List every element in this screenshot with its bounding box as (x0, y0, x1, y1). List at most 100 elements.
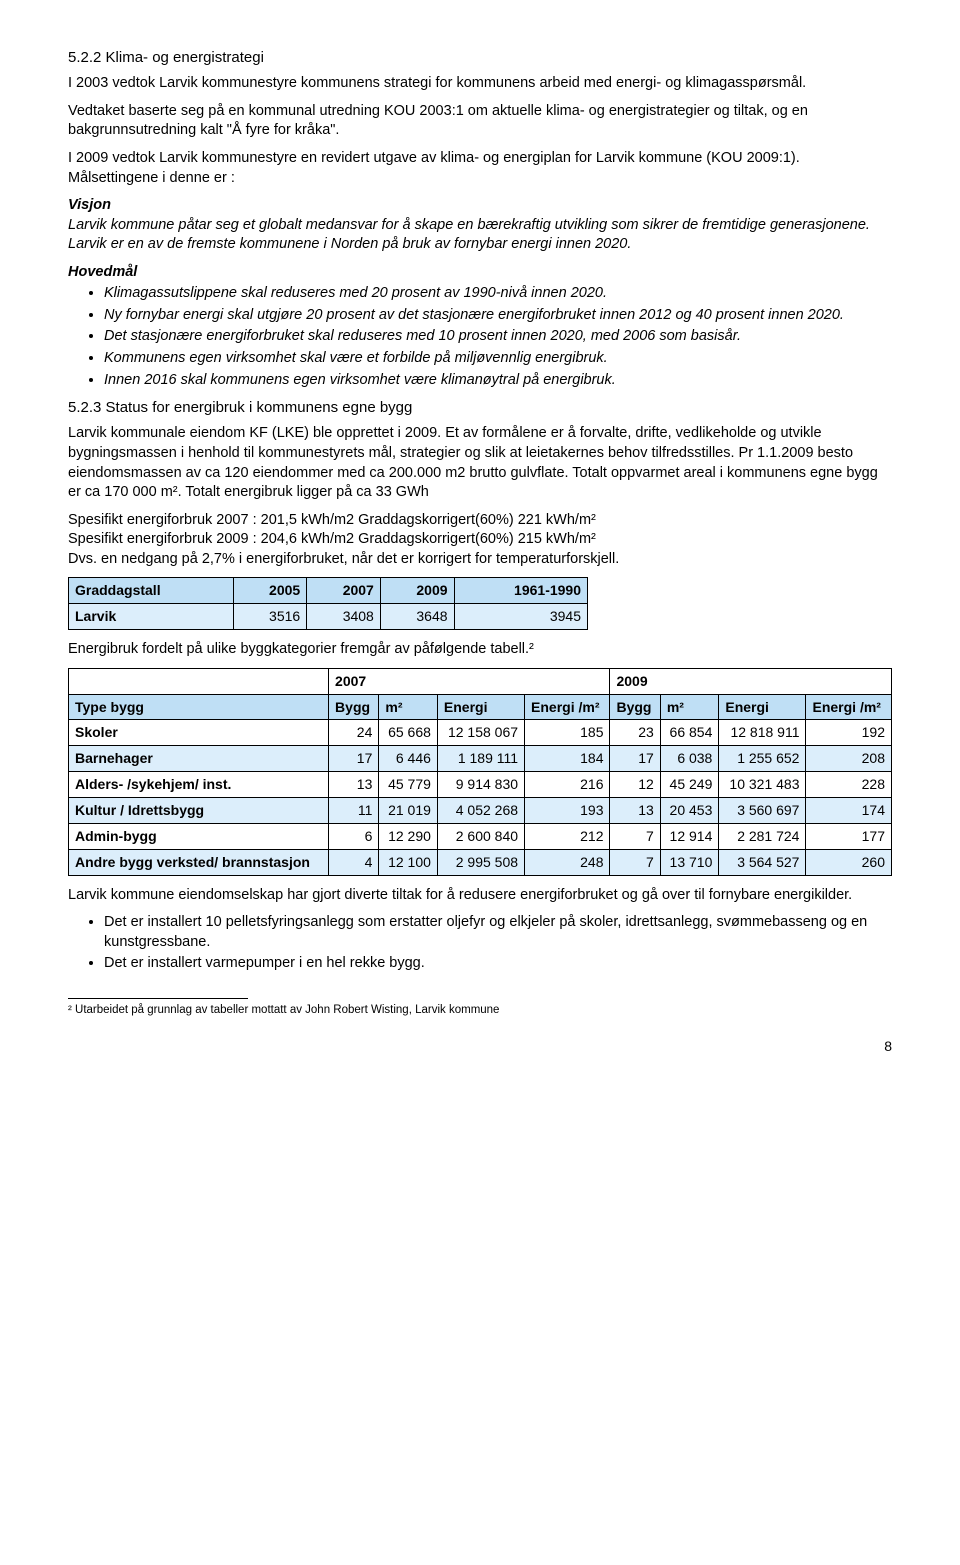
closing-list: Det er installert 10 pelletsfyringsanleg… (68, 913, 892, 974)
table-row: Andre bygg verksted/ brannstasjon412 100… (69, 849, 892, 875)
td: 9 914 830 (437, 772, 524, 798)
th: 2005 (233, 578, 307, 604)
th-year: 2007 (329, 668, 610, 694)
td: 23 (610, 720, 660, 746)
td: 185 (525, 720, 610, 746)
td: 12 (610, 772, 660, 798)
energibruk-table: 2007 2009 Type bygg Bygg m² Energi Energ… (68, 668, 892, 876)
td: 2 281 724 (719, 824, 806, 850)
td-label: Skoler (69, 720, 329, 746)
td-blank (69, 668, 329, 694)
td: 3408 (307, 604, 381, 630)
para: I 2003 vedtok Larvik kommunestyre kommun… (68, 74, 892, 94)
td: 12 914 (660, 824, 719, 850)
td: 6 (329, 824, 379, 850)
td: 6 038 (660, 746, 719, 772)
td: 10 321 483 (719, 772, 806, 798)
td: 13 (610, 798, 660, 824)
para: I 2009 vedtok Larvik kommunestyre en rev… (68, 149, 892, 188)
td: 11 (329, 798, 379, 824)
th: Graddagstall (69, 578, 234, 604)
th: Energi (437, 694, 524, 720)
td: 3648 (380, 604, 454, 630)
th: Energi /m² (525, 694, 610, 720)
spec-2007: Spesifikt energiforbruk 2007 : 201,5 kWh… (68, 511, 892, 531)
td: 66 854 (660, 720, 719, 746)
list-item: Innen 2016 skal kommunens egen virksomhe… (104, 371, 892, 391)
th: Bygg (329, 694, 379, 720)
td: 3516 (233, 604, 307, 630)
heading-5-2-2: 5.2.2 Klima- og energistrategi (68, 48, 892, 68)
th: Type bygg (69, 694, 329, 720)
td-label: Admin-bygg (69, 824, 329, 850)
th: Energi (719, 694, 806, 720)
table-row: Barnehager176 4461 189 111184176 0381 25… (69, 746, 892, 772)
th: Bygg (610, 694, 660, 720)
td: 177 (806, 824, 892, 850)
td-label: Barnehager (69, 746, 329, 772)
td: 45 779 (379, 772, 438, 798)
th-year: 2009 (610, 668, 892, 694)
td: 20 453 (660, 798, 719, 824)
heading-5-2-3: 5.2.3 Status for energibruk i kommunens … (68, 398, 892, 418)
td: 184 (525, 746, 610, 772)
th: 1961-1990 (454, 578, 587, 604)
graddagstall-table: Graddagstall 2005 2007 2009 1961-1990 La… (68, 577, 588, 630)
th: 2009 (380, 578, 454, 604)
td: 13 (329, 772, 379, 798)
td: 212 (525, 824, 610, 850)
td: 193 (525, 798, 610, 824)
td: 1 255 652 (719, 746, 806, 772)
td: 21 019 (379, 798, 438, 824)
para: Vedtaket baserte seg på en kommunal utre… (68, 102, 892, 141)
td: 2 600 840 (437, 824, 524, 850)
td: 3945 (454, 604, 587, 630)
list-item: Det er installert 10 pelletsfyringsanleg… (104, 913, 892, 952)
td: 13 710 (660, 849, 719, 875)
closing-para: Larvik kommune eiendomselskap har gjort … (68, 886, 892, 906)
table-row: Kultur / Idrettsbygg1121 0194 052 268193… (69, 798, 892, 824)
td: 45 249 (660, 772, 719, 798)
th: m² (379, 694, 438, 720)
td: 4 052 268 (437, 798, 524, 824)
td: 12 290 (379, 824, 438, 850)
td-label: Andre bygg verksted/ brannstasjon (69, 849, 329, 875)
td-label: Kultur / Idrettsbygg (69, 798, 329, 824)
td: 2 995 508 (437, 849, 524, 875)
td: 3 564 527 (719, 849, 806, 875)
td: 17 (329, 746, 379, 772)
td: 7 (610, 824, 660, 850)
td: 174 (806, 798, 892, 824)
td: 24 (329, 720, 379, 746)
td: 4 (329, 849, 379, 875)
td: Larvik (69, 604, 234, 630)
table-row: Admin-bygg612 2902 600 840212712 9142 28… (69, 824, 892, 850)
th: m² (660, 694, 719, 720)
list-item: Det er installert varmepumper i en hel r… (104, 954, 892, 974)
vision-text: Larvik kommune påtar seg et globalt meda… (68, 216, 892, 255)
td: 12 818 911 (719, 720, 806, 746)
td: 3 560 697 (719, 798, 806, 824)
td: 248 (525, 849, 610, 875)
list-item: Klimagassutslippene skal reduseres med 2… (104, 284, 892, 304)
td: 192 (806, 720, 892, 746)
spec-note: Dvs. en nedgang på 2,7% i energiforbruke… (68, 550, 892, 570)
th: 2007 (307, 578, 381, 604)
list-item: Det stasjonære energiforbruket skal redu… (104, 327, 892, 347)
td: 12 158 067 (437, 720, 524, 746)
table2-intro: Energibruk fordelt på ulike byggkategori… (68, 640, 892, 660)
goals-list: Klimagassutslippene skal reduseres med 2… (68, 284, 892, 390)
td-label: Alders- /sykehjem/ inst. (69, 772, 329, 798)
page-number: 8 (68, 1037, 892, 1056)
td: 228 (806, 772, 892, 798)
td: 17 (610, 746, 660, 772)
vision-label: Visjon (68, 196, 892, 216)
td: 12 100 (379, 849, 438, 875)
td: 65 668 (379, 720, 438, 746)
td: 7 (610, 849, 660, 875)
td: 1 189 111 (437, 746, 524, 772)
table-row: Skoler2465 66812 158 0671852366 85412 81… (69, 720, 892, 746)
footnote-separator (68, 998, 248, 999)
para: Larvik kommunale eiendom KF (LKE) ble op… (68, 424, 892, 502)
list-item: Kommunens egen virksomhet skal være et f… (104, 349, 892, 369)
